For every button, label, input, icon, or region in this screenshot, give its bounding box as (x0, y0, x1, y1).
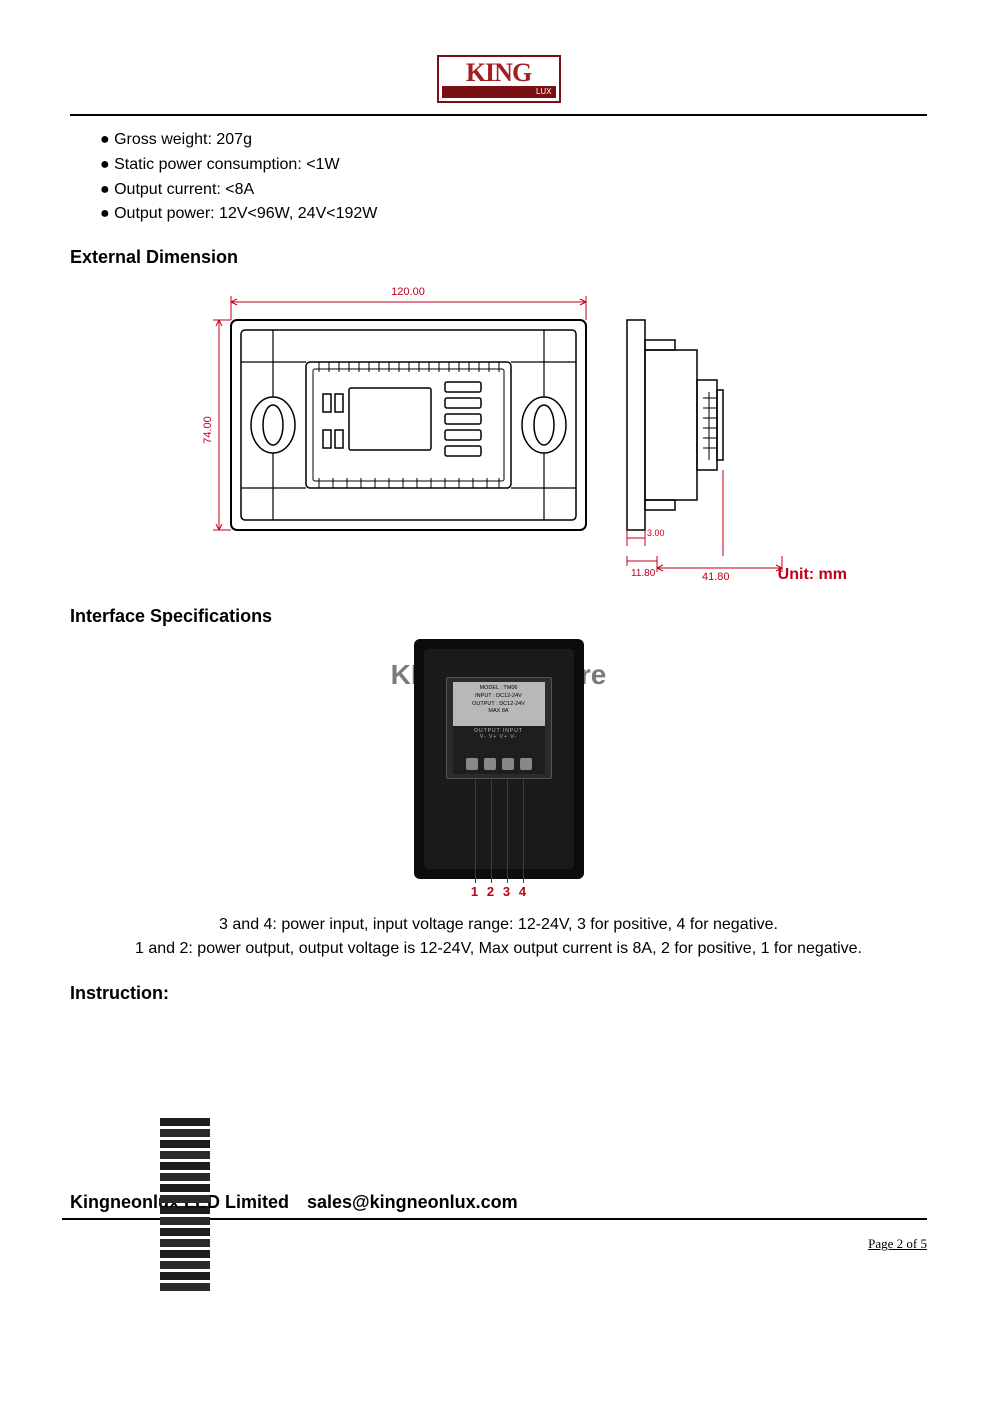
pin-number: 4 (519, 884, 526, 899)
dim-depth-1: 3.00 (647, 528, 665, 538)
logo-sub-text: LUX (442, 86, 556, 98)
spec-bullet-list: Gross weight: 207g Static power consumpt… (70, 128, 927, 227)
brand-logo: KING LUX (437, 55, 561, 103)
logo-main-text: KING (439, 60, 559, 86)
front-view-drawing: 120.00 74.00 (201, 280, 591, 570)
spec-bullet: Output current: <8A (100, 178, 927, 203)
caption-line: 1 and 2: power output, output voltage is… (70, 937, 927, 961)
spec-bullet: Gross weight: 207g (100, 128, 927, 153)
spec-bullet: Output power: 12V<96W, 24V<192W (100, 202, 927, 227)
page-number: Page 2 of 5 (868, 1236, 927, 1252)
footer-company-line: Kingneonlux LED Limitedsales@kingneonlux… (70, 1192, 518, 1213)
footer-email: sales@kingneonlux.com (307, 1192, 518, 1212)
device-photo: MODEL : TM06 INPUT : DC12-24V OUTPUT : D… (414, 639, 584, 879)
pin-number: 2 (487, 884, 494, 899)
terminal-row: V- V+ V+ V- (480, 734, 517, 740)
section-heading-interface: Interface Specifications (70, 606, 927, 627)
section-heading-dimension: External Dimension (70, 247, 927, 268)
device-terminals: OUTPUT INPUT V- V+ V+ V- (453, 726, 545, 774)
side-view-drawing: 3.00 11.80 41.80 (617, 280, 797, 580)
unit-label: Unit: mm (778, 566, 847, 584)
caption-line: 3 and 4: power input, input voltage rang… (70, 913, 927, 937)
section-heading-instruction: Instruction: (70, 983, 927, 1004)
pin-number: 3 (503, 884, 510, 899)
dim-depth-3: 41.80 (702, 571, 730, 580)
dim-width-label: 120.00 (391, 286, 425, 298)
pin-number: 1 (471, 884, 478, 899)
interface-caption: 3 and 4: power input, input voltage rang… (70, 913, 927, 961)
header-divider (70, 114, 927, 116)
device-label-plate: MODEL : TM06 INPUT : DC12-24V OUTPUT : D… (453, 682, 545, 726)
scan-artifact (160, 1118, 210, 1293)
label-line: MAX 8A (453, 708, 545, 716)
dim-depth-2: 11.80 (631, 568, 656, 579)
spec-bullet: Static power consumption: <1W (100, 153, 927, 178)
label-line: MODEL : TM06 (453, 685, 545, 693)
dim-height-label: 74.00 (202, 416, 214, 444)
label-line: INPUT : DC12-24V (453, 693, 545, 701)
interface-figure: KNL black Store MODEL : TM06 INPUT : DC1… (70, 639, 927, 909)
label-line: OUTPUT : DC12-24V (453, 701, 545, 709)
dimension-figure: 120.00 74.00 (70, 280, 927, 580)
